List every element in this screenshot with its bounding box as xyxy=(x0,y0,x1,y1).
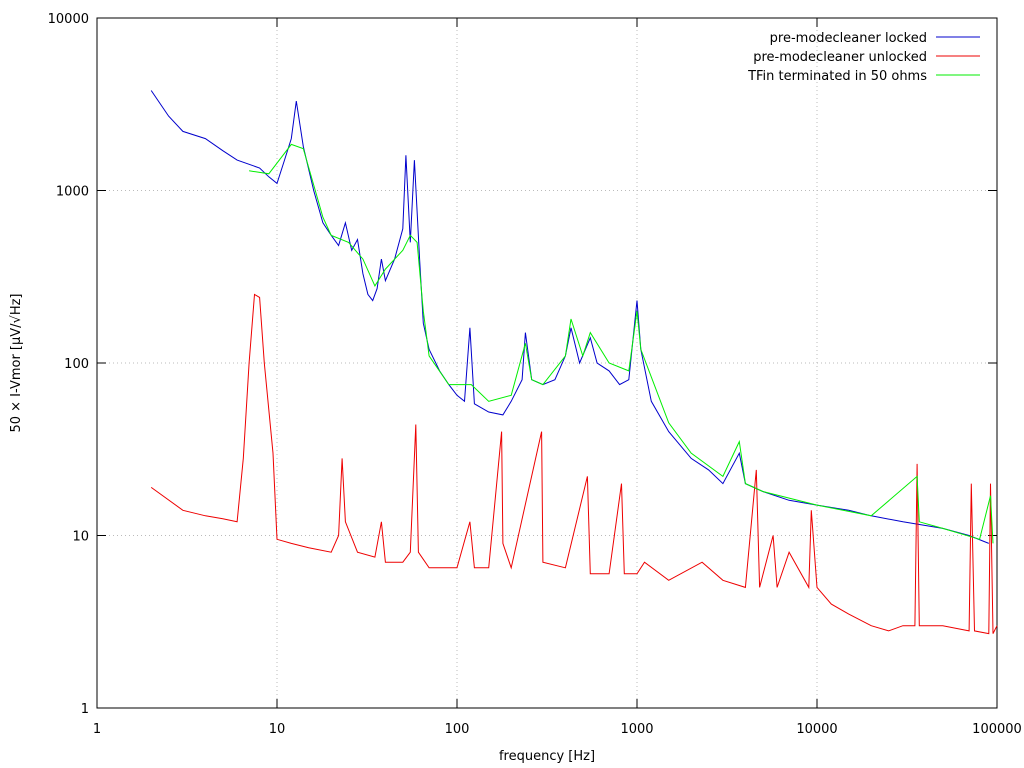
y-tick-label: 10000 xyxy=(48,12,89,27)
legend-label: pre-modecleaner unlocked xyxy=(753,50,927,65)
x-tick-label: 10 xyxy=(269,722,286,737)
x-tick-label: 10000 xyxy=(796,722,837,737)
series-line xyxy=(150,293,998,635)
legend-label: pre-modecleaner locked xyxy=(770,31,927,46)
x-axis-label: frequency [Hz] xyxy=(499,749,595,764)
legend-label: TFin terminated in 50 ohms xyxy=(747,69,927,84)
y-tick-label: 100 xyxy=(64,357,89,372)
y-tick-label: 1 xyxy=(81,702,89,717)
y-axis-label: 50 × I-Vmor [µV/√Hz] xyxy=(9,293,24,432)
plot-frame xyxy=(96,17,998,709)
x-tick-label: 1000 xyxy=(620,722,653,737)
x-tick-label: 100000 xyxy=(972,722,1022,737)
y-tick-label: 10 xyxy=(72,530,89,545)
x-tick-label: 100 xyxy=(445,722,470,737)
y-tick-label: 1000 xyxy=(56,185,89,200)
series-line xyxy=(249,143,994,544)
x-tick-label: 1 xyxy=(93,722,101,737)
